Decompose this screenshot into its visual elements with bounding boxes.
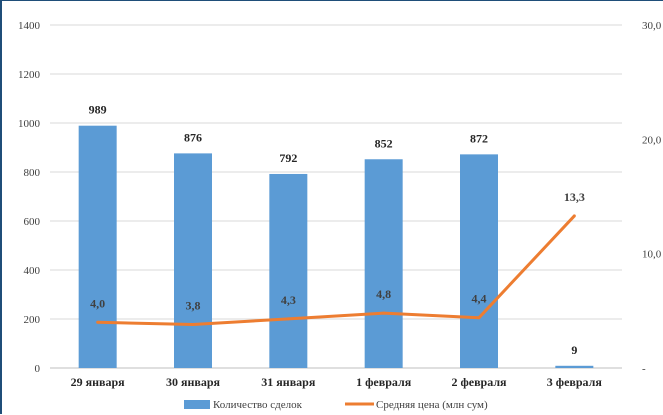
line-value-label: 13,3 [564,190,585,204]
left-axis-ticks: 0 200 400 600 800 1000 1200 1400 [18,20,41,375]
right-axis-ticks: - 10,0 20,0 30,0 [642,20,662,375]
x-axis-ticks: 29 января 30 января 31 января 1 февраля 2 фе… [71,375,603,389]
left-tick-label: 1000 [18,118,41,130]
line-point [572,214,576,218]
line-series: 4,0 3,8 4,3 4,8 4,4 13,3 [90,190,585,327]
bar-value-label: 852 [375,136,393,150]
bar [555,365,594,368]
line-point [286,317,290,321]
bar-value-label: 876 [184,130,202,144]
bar-value-label: 872 [470,131,488,145]
right-tick-label: - [642,363,646,375]
line-value-label: 4,3 [281,293,296,307]
right-tick-label: 10,0 [642,249,662,261]
bar-value-label: 9 [571,343,577,357]
line-value-label: 3,8 [186,299,201,313]
bar-value-label: 792 [279,151,297,165]
line-value-label: 4,4 [472,292,487,306]
line-point [477,316,481,320]
bar [174,153,212,368]
bar-series: 989 876 792 852 872 9 [78,103,594,368]
x-tick-label: 1 февраля [356,375,412,389]
left-tick-label: 400 [24,265,41,277]
right-tick-label: 20,0 [642,134,662,146]
bar [269,173,308,368]
line-point [191,323,195,327]
x-tick-label: 30 января [166,375,221,389]
x-tick-label: 31 января [261,375,316,389]
gridlines [50,24,622,369]
line-path [97,214,576,327]
left-tick-label: 1400 [18,20,41,32]
line-point [96,320,100,324]
left-tick-label: 200 [24,314,41,326]
x-tick-label: 3 февраля [547,375,603,389]
right-tick-label: 30,0 [642,20,662,32]
legend-label-bar: Количество сделок [213,399,303,411]
bar [364,159,403,368]
x-tick-label: 29 января [71,375,126,389]
x-tick-label: 2 февраля [451,375,507,389]
left-tick-label: 800 [24,167,41,179]
line-value-label: 4,0 [90,296,105,310]
legend: Количество сделок Средняя цена (млн сум) [184,399,488,411]
bar [460,154,498,368]
legend-label-line: Средняя цена (млн сум) [376,399,488,411]
left-tick-label: 600 [24,216,41,228]
line-point [382,311,386,315]
left-tick-label: 0 [35,363,41,375]
line-value-label: 4,8 [376,287,391,301]
legend-swatch-bar [184,400,210,409]
left-tick-label: 1200 [18,69,41,81]
bar-value-label: 989 [89,103,107,117]
bar [78,125,117,368]
